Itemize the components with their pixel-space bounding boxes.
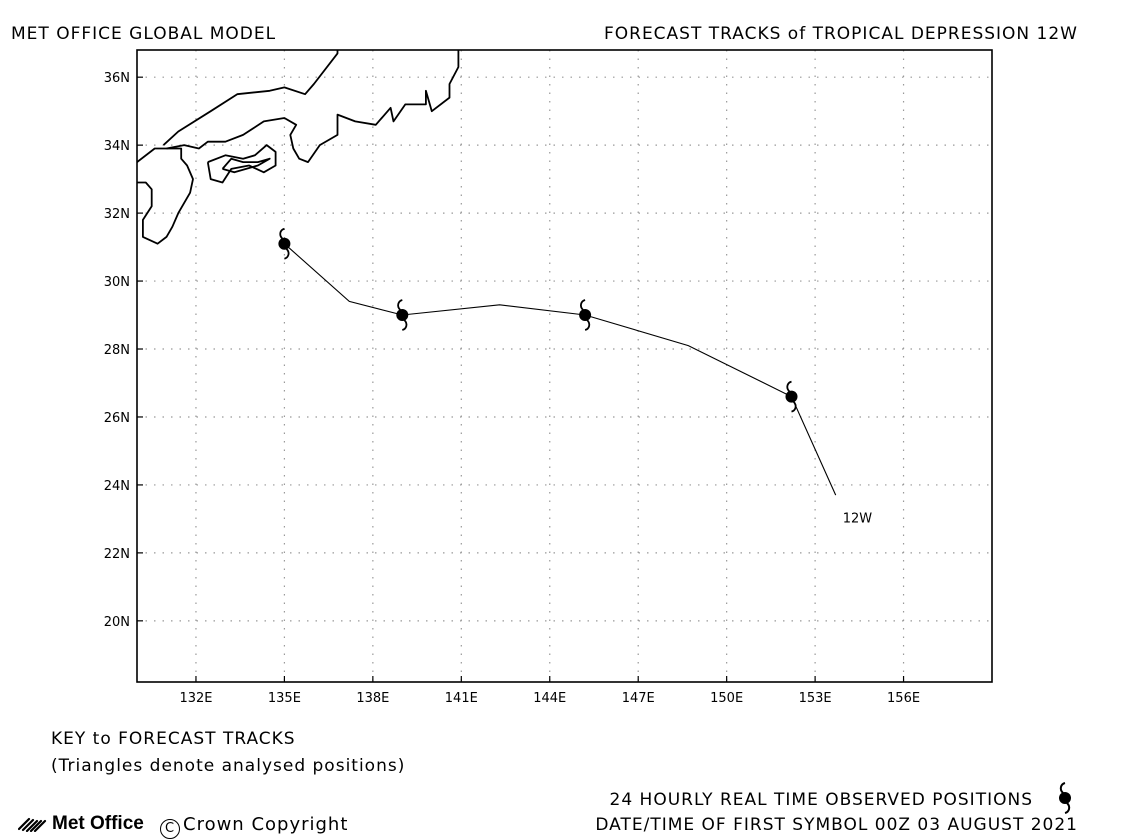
lon-label-135E: 135E — [268, 691, 301, 706]
lon-label-156E: 156E — [887, 691, 920, 706]
track-label-12W: 12W — [843, 512, 873, 527]
cyclone-symbol-icon — [785, 380, 798, 413]
coastline-2 — [162, 50, 339, 146]
lon-label-150E: 150E — [710, 691, 743, 706]
key-note: (Triangles denote analysed positions) — [51, 756, 406, 776]
latitude-labels: 20N 22N 24N 26N 28N 30N 32N 34N 36N — [104, 71, 143, 630]
key-title: KEY to FORECAST TRACKS — [51, 729, 296, 749]
model-title: MET OFFICE GLOBAL MODEL — [11, 24, 277, 44]
lon-label-153E: 153E — [799, 691, 832, 706]
coastlines — [137, 50, 460, 245]
lon-label-132E: 132E — [179, 691, 212, 706]
lon-label-138E: 138E — [356, 691, 389, 706]
lat-label-28N: 28N — [104, 343, 130, 358]
lat-label-36N: 36N — [104, 71, 130, 86]
coastline-5 — [221, 157, 271, 174]
lat-label-22N: 22N — [104, 547, 130, 562]
lat-label-24N: 24N — [104, 479, 130, 494]
lat-label-30N: 30N — [104, 275, 130, 290]
first-symbol-datetime: DATE/TIME OF FIRST SYMBOL 00Z 03 AUGUST … — [595, 815, 1078, 835]
observed-positions-label: 24 HOURLY REAL TIME OBSERVED POSITIONS — [609, 790, 1033, 810]
lat-label-20N: 20N — [104, 615, 130, 630]
met-office-logo-icon — [18, 817, 47, 832]
cyclone-symbol-icon — [579, 299, 592, 331]
lat-label-34N: 34N — [104, 139, 130, 154]
coastline-3 — [166, 50, 460, 164]
cyclone-symbol-icon — [1059, 782, 1071, 814]
met-office-logo-text: Met Office — [52, 813, 144, 834]
map-frame — [136, 49, 993, 683]
track-line-12W — [284, 243, 837, 496]
copyright: C Crown Copyright — [160, 814, 348, 839]
met-office-logo: Met Office — [18, 813, 144, 835]
copyright-text: Crown Copyright — [183, 814, 349, 835]
lat-label-26N: 26N — [104, 411, 130, 426]
coastline-1 — [137, 147, 194, 245]
forecast-title: FORECAST TRACKS of TROPICAL DEPRESSION 1… — [603, 24, 1078, 44]
cyclone-symbol-icon — [278, 227, 291, 260]
copyright-icon: C — [160, 819, 180, 839]
longitude-labels: 132E 135E 138E 141E 144E 147E 150E 153E 156E — [179, 676, 920, 706]
forecast-tracks: 12W — [278, 227, 873, 527]
map-grid — [137, 50, 992, 682]
lon-label-144E: 144E — [533, 691, 566, 706]
lon-label-141E: 141E — [445, 691, 478, 706]
lat-label-32N: 32N — [104, 207, 130, 222]
cyclone-symbol-icon — [396, 299, 409, 331]
lon-label-147E: 147E — [622, 691, 655, 706]
coastline-4 — [206, 144, 277, 184]
